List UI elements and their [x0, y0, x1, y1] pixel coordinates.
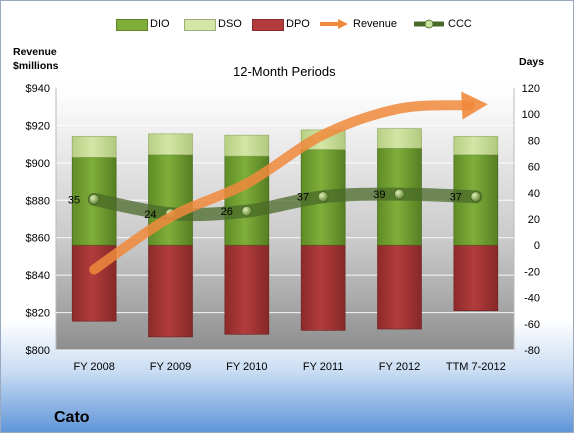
left-axis-title: Revenue $millions [13, 46, 59, 72]
x-tick-label: FY 2009 [150, 361, 191, 373]
left-tick-label: $800 [26, 345, 50, 357]
right-tick-label: 120 [522, 83, 540, 95]
legend-label-dpo: DPO [286, 18, 310, 30]
dso-bar [148, 133, 193, 156]
dpo-bar [148, 244, 193, 338]
right-tick-label: 100 [522, 109, 540, 121]
revenue-line [89, 100, 475, 275]
left-tick-label: $840 [26, 270, 50, 282]
revenue-arrowhead [461, 91, 488, 120]
ccc-data-label: 37 [450, 192, 462, 204]
ccc-data-label: 35 [68, 194, 80, 206]
left-tick-label: $900 [26, 158, 50, 170]
x-tick-label: TTM 7-2012 [446, 361, 506, 373]
chart-title: 12-Month Periods [233, 64, 336, 79]
ccc-data-label: 37 [297, 192, 309, 204]
company-name: Cato [54, 409, 90, 426]
legend-swatch-dso [184, 19, 216, 31]
right-tick-label: -40 [524, 293, 540, 305]
right-axis-title: Days [519, 56, 545, 68]
ccc-data-label: 26 [221, 206, 233, 218]
dpo-bar [453, 244, 499, 311]
left-tick-label: $920 [26, 120, 50, 132]
dso-bar [71, 136, 117, 158]
legend-swatch-dio [116, 19, 148, 31]
ccc-data-label: 24 [144, 209, 156, 221]
dpo-bar [300, 244, 346, 331]
ccc-point [394, 188, 405, 200]
right-tick-label: 80 [528, 135, 540, 147]
dso-bar [377, 128, 422, 149]
legend-swatch-revenue [319, 19, 349, 29]
left-tick-label: $860 [26, 233, 50, 245]
x-tick-label: FY 2008 [73, 361, 114, 373]
ccc-point [470, 191, 482, 203]
x-tick-label: FY 2012 [379, 361, 420, 373]
legend-label-dso: DSO [218, 18, 242, 30]
ccc-point [88, 194, 100, 205]
right-tick-label: -80 [524, 345, 540, 357]
left-tick-label: $940 [26, 83, 50, 95]
dpo-bar [377, 244, 422, 330]
right-tick-label: 0 [534, 240, 540, 252]
plot-area [55, 87, 515, 351]
left-tick-label: $820 [26, 308, 50, 320]
right-tick-label: -20 [524, 266, 540, 278]
right-tick-label: 20 [528, 214, 540, 226]
dso-bar [224, 134, 270, 157]
ccc-point [241, 205, 253, 217]
right-tick-label: 40 [528, 188, 540, 200]
legend-label-revenue: Revenue [353, 18, 398, 30]
ccc-data-label: 39 [373, 189, 385, 201]
legend-label-dio: DIO [150, 18, 170, 30]
ccc-line [87, 187, 483, 222]
legend-label-ccc: CCC [448, 18, 472, 30]
dpo-bar [224, 244, 270, 335]
right-tick-label: 60 [528, 162, 540, 174]
legend: DIO DSO DPO Revenue CCC [1, 15, 573, 33]
legend-swatch-ccc [414, 19, 444, 29]
x-tick-label: FY 2011 [303, 361, 344, 373]
right-tick-label: -60 [524, 319, 540, 331]
dso-bar [453, 136, 499, 156]
left-tick-label: $880 [26, 195, 50, 207]
x-tick-label: FY 2010 [226, 361, 267, 373]
ccc-point [317, 191, 329, 203]
legend-swatch-dpo [252, 19, 284, 31]
